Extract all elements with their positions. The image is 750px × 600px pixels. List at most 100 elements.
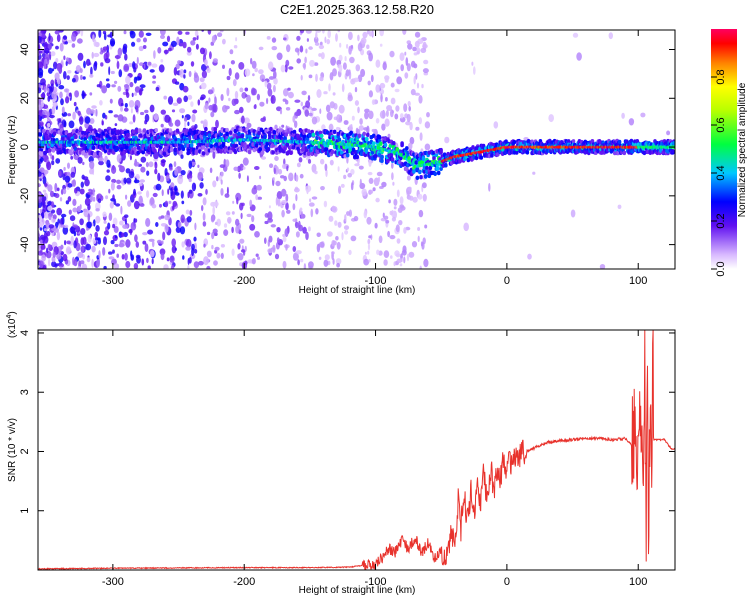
spectrogram-cell	[405, 146, 409, 151]
spectrogram-cell	[210, 111, 215, 118]
spectrogram-cell	[305, 30, 312, 34]
spectrogram-cell	[234, 109, 240, 115]
spectrogram-cell	[111, 150, 116, 155]
spectrogram-cell	[134, 99, 141, 109]
spectrogram-cell	[95, 108, 98, 117]
spectrogram-cell	[153, 151, 159, 160]
spectrogram-cell	[64, 41, 68, 45]
spectrogram-cell	[125, 239, 131, 248]
spectrogram-cell	[421, 83, 424, 89]
spectrogram-cell	[368, 52, 373, 62]
spectrogram-cell	[142, 240, 147, 245]
spectrogram-cell	[400, 64, 405, 72]
spectrogram-cell	[96, 259, 100, 268]
spectrogram-cell	[368, 110, 374, 120]
spectrogram-cell	[134, 86, 141, 93]
spectrogram-cell	[146, 170, 150, 176]
spectrogram-cell	[391, 172, 394, 181]
spectrogram-cell	[532, 171, 536, 175]
spectrogram-cell	[376, 249, 380, 255]
spectrogram-cell	[342, 62, 347, 70]
spectrogram-cell	[58, 118, 62, 122]
colorbar: 0.00.20.40.60.8 Normalized spectral ampl…	[711, 29, 748, 277]
spectrogram-cell	[263, 134, 267, 140]
spectrogram-cell	[219, 164, 226, 169]
spectrogram-cell	[63, 188, 67, 195]
spectrogram-cell	[286, 209, 291, 214]
spectrogram-cell	[387, 230, 390, 238]
spectrogram-cell	[425, 165, 429, 171]
spectrogram-cell	[403, 227, 407, 234]
spectrogram-cell	[305, 231, 309, 241]
spectrogram-cell	[387, 133, 391, 139]
spectrogram-cell	[42, 115, 48, 118]
spectrogram-cell	[91, 245, 96, 253]
spectrogram-cell	[271, 37, 277, 43]
spectrogram-cell	[62, 226, 69, 235]
spectrogram-cell	[122, 224, 128, 230]
spectrogram-cell	[203, 256, 209, 266]
spectrogram-cell	[406, 40, 412, 45]
spectrogram-cell	[120, 232, 125, 238]
spectrogram-cell	[288, 172, 294, 182]
colorbar-tick-label: 0.6	[715, 117, 727, 132]
spectrogram-cell	[599, 264, 606, 269]
spectrogram-cell	[174, 81, 180, 85]
snr-xtick-label: 0	[504, 576, 510, 588]
spectrogram-cell	[189, 209, 193, 216]
spectrogram-cell	[318, 256, 322, 260]
spectrogram-cell	[423, 59, 429, 65]
spectrogram-cell	[224, 193, 230, 198]
spectrogram-cell	[95, 237, 99, 241]
spectrogram-cell	[40, 93, 46, 98]
spectrogram-cell	[311, 116, 318, 125]
spectrogram-cell	[43, 211, 49, 219]
spectrogram-cell	[280, 64, 286, 73]
spectrogram-cell	[314, 170, 318, 175]
spectrogram-cell	[116, 253, 119, 258]
spectrogram-cell	[140, 166, 146, 173]
spectrogram-cell	[329, 159, 334, 166]
spectrogram-cell	[374, 153, 378, 158]
spectrogram-cell	[105, 144, 110, 149]
spectrogram-cell	[106, 83, 111, 89]
spectrogram-cell	[391, 162, 394, 169]
spectrogram-cell	[253, 185, 257, 190]
snr-ytick-label: 1	[19, 508, 31, 514]
spectrogram-cell	[384, 118, 390, 127]
spectrogram-cell	[374, 222, 378, 229]
spectrogram-cell	[299, 30, 305, 34]
spectrogram-cell	[225, 159, 230, 168]
spectrogram-cell	[177, 30, 183, 35]
spectrogram-cell	[294, 99, 301, 103]
spectrogram-cell	[309, 198, 312, 203]
spectrogram-cell	[237, 253, 241, 259]
spectrogram-cell	[80, 181, 85, 188]
spectrogram-cell	[337, 30, 341, 33]
spectrogram-cell	[182, 255, 185, 260]
spectrogram-cell	[572, 32, 579, 38]
spectrogram-cell	[276, 227, 281, 233]
spectrogram-cell	[247, 259, 254, 264]
spectrogram-cell	[346, 211, 350, 216]
spectrogram-cell	[368, 189, 374, 194]
snr-multiplier: (x104)	[6, 311, 18, 338]
spectrogram-cell	[184, 121, 187, 128]
spectrogram-cell	[216, 252, 221, 259]
spectrogram-cell	[344, 214, 347, 222]
spectrogram-cell	[377, 176, 381, 183]
spectrogram-cell	[169, 147, 174, 153]
spectrogram-cell	[164, 214, 171, 221]
spectrogram-cell	[260, 150, 265, 155]
spectrogram-cell	[343, 225, 350, 231]
spectrogram-cell	[432, 156, 436, 161]
spectrogram-cell	[423, 258, 429, 268]
spectrogram-cell	[58, 223, 61, 230]
spectrogram-cell	[123, 177, 127, 184]
spectrogram-cell	[232, 200, 235, 204]
spectrogram-cell	[381, 181, 387, 188]
spectrogram-cell	[270, 94, 276, 104]
spectrogram-ylabel: Frequency (Hz)	[7, 116, 18, 185]
spectrogram-cell	[38, 36, 42, 44]
spectrogram-cell	[245, 126, 249, 132]
